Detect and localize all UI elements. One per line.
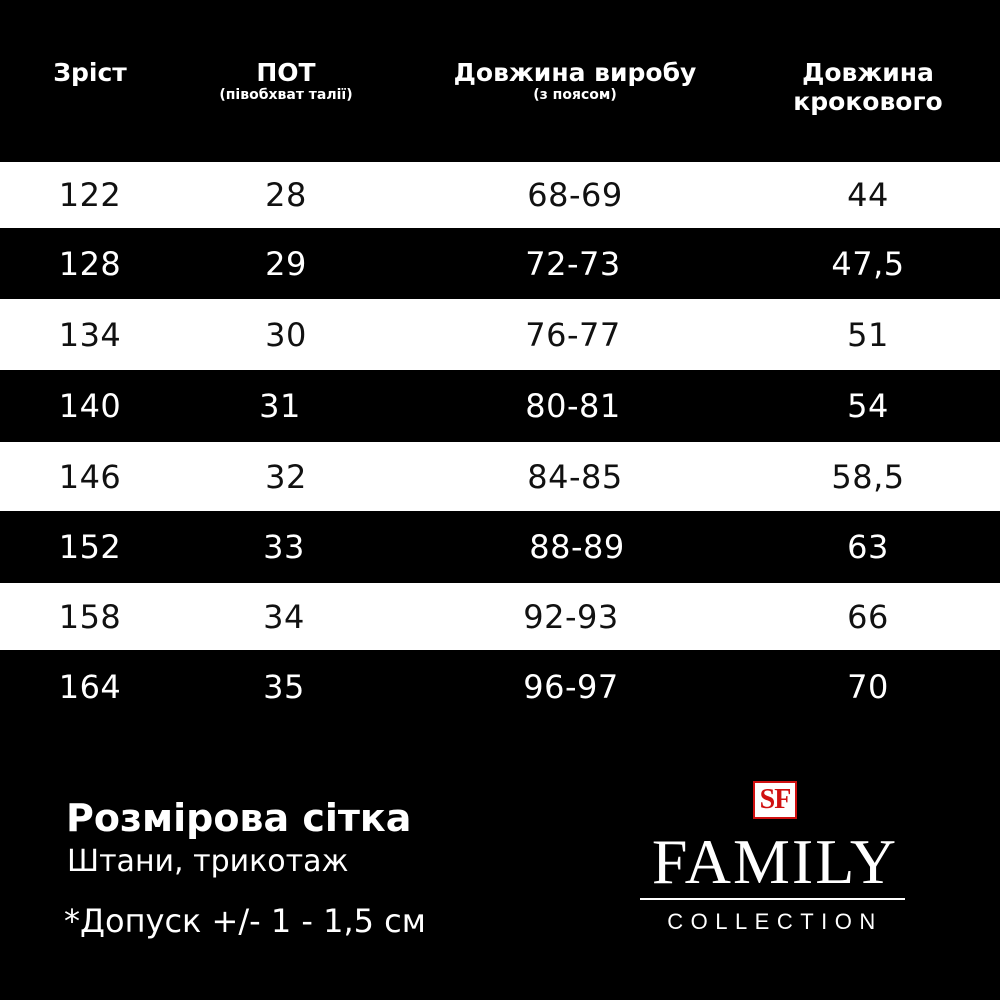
cell-length: 72-73	[525, 245, 621, 283]
cell-length: 68-69	[527, 176, 623, 214]
cell-length: 84-85	[527, 457, 623, 496]
cell-waist: 28	[265, 176, 307, 214]
cell-height: 164	[58, 668, 122, 706]
cell-waist: 29	[265, 245, 307, 283]
table-row: 122 28 68-69 44	[0, 162, 1000, 228]
brand-logo-name: FAMILY	[651, 826, 899, 897]
table-row: 128 29 72-73 47,5	[0, 230, 1000, 298]
cell-length: 80-81	[525, 387, 621, 425]
cell-height: 134	[58, 315, 122, 354]
cell-height: 140	[58, 387, 122, 425]
cell-inseam: 58,5	[831, 457, 905, 496]
table-row: 164 35 96-97 70	[0, 651, 1000, 723]
header-length-sublabel: (з поясом)	[533, 87, 617, 103]
cell-inseam: 63	[847, 528, 889, 566]
cell-height: 158	[58, 597, 122, 636]
cell-inseam: 44	[847, 176, 889, 214]
header-height: Зріст	[40, 58, 140, 87]
cell-inseam: 47,5	[831, 245, 905, 283]
cell-length: 76-77	[525, 315, 621, 354]
header-length: Довжина виробу (з поясом)	[425, 58, 725, 103]
header-length-label: Довжина виробу	[453, 58, 697, 87]
cell-waist: 34	[263, 597, 305, 636]
cell-inseam: 66	[847, 597, 889, 636]
cell-height: 122	[58, 176, 122, 214]
cell-length: 96-97	[523, 668, 619, 706]
header-inseam-label-line2: крокового	[793, 87, 943, 116]
cell-inseam: 51	[847, 315, 889, 354]
cell-length: 88-89	[529, 528, 625, 566]
header-inseam-label: Довжина	[802, 58, 934, 87]
header-waist-label: ПОТ	[256, 58, 316, 87]
brand-logo-tagline: COLLECTION	[667, 909, 883, 934]
cell-inseam: 54	[847, 387, 889, 425]
cell-waist: 33	[263, 528, 305, 566]
brand-logo-mark: SF	[753, 781, 797, 819]
tolerance-note: *Допуск +/- 1 - 1,5 см	[64, 902, 426, 940]
cell-waist: 32	[265, 457, 307, 496]
product-subtitle: Штани, трикотаж	[67, 844, 349, 879]
cell-height: 128	[58, 245, 122, 283]
page-title: Розмірова сітка	[66, 796, 412, 840]
table-row: 134 30 76-77 51	[0, 299, 1000, 370]
table-row: 146 32 84-85 58,5	[0, 442, 1000, 511]
cell-length: 92-93	[523, 597, 619, 636]
header-waist-sublabel: (півобхват талії)	[219, 87, 353, 103]
cell-height: 146	[58, 457, 122, 496]
table-row: 140 31 80-81 54	[0, 371, 1000, 441]
brand-logo-divider	[640, 898, 905, 900]
cell-height: 152	[58, 528, 122, 566]
table-row: 158 34 92-93 66	[0, 583, 1000, 650]
cell-waist: 35	[263, 668, 305, 706]
cell-waist: 30	[265, 315, 307, 354]
header-inseam: Довжина крокового	[768, 58, 968, 116]
cell-waist: 31	[259, 387, 301, 425]
cell-inseam: 70	[847, 668, 889, 706]
header-height-label: Зріст	[53, 58, 127, 87]
brand-logo-monogram: SF	[759, 784, 792, 815]
header-waist: ПОТ (півобхват талії)	[186, 58, 386, 103]
table-row: 152 33 88-89 63	[0, 512, 1000, 582]
